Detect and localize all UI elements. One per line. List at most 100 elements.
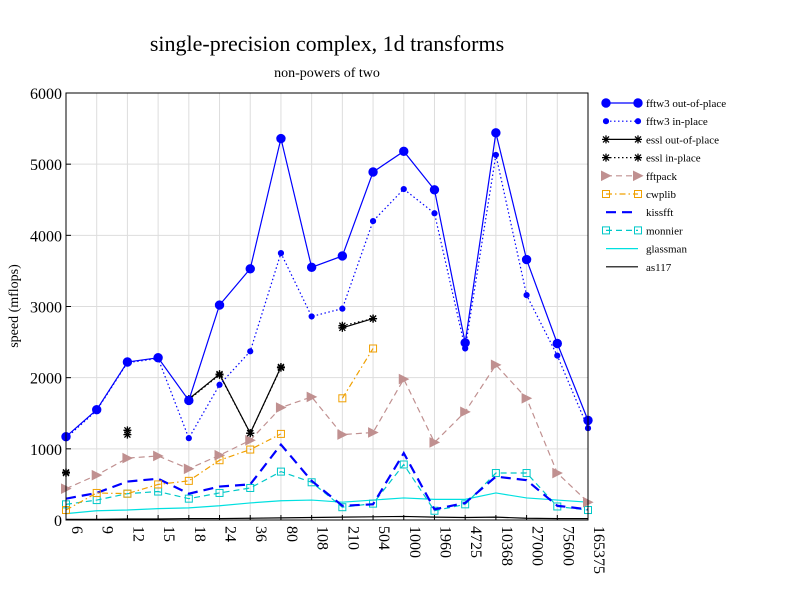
data-point — [460, 406, 471, 418]
series-line — [342, 318, 374, 329]
data-point — [123, 489, 132, 498]
data-point — [490, 359, 502, 371]
data-point — [491, 128, 501, 138]
chart-title: single-precision complex, 1d transforms — [150, 31, 504, 56]
data-point — [337, 429, 348, 440]
series-line — [65, 132, 589, 438]
legend-entry: fftw3 in-place — [602, 116, 708, 128]
series-line — [188, 366, 282, 435]
data-point — [154, 480, 163, 489]
data-point — [338, 323, 347, 332]
x-tick-label: 1960 — [436, 526, 453, 558]
x-tick-label: 80 — [283, 526, 300, 542]
data-point — [245, 434, 256, 446]
data-point — [215, 488, 224, 497]
data-point — [184, 476, 193, 485]
data-point — [306, 391, 318, 403]
data-point — [123, 430, 132, 439]
data-point — [633, 170, 644, 182]
data-point — [601, 170, 612, 182]
data-point — [306, 262, 317, 273]
legend-label: fftw3 out-of-place — [646, 98, 726, 110]
data-point — [601, 98, 611, 108]
data-point — [369, 344, 378, 353]
legend-entry: monnier — [602, 225, 683, 237]
grid — [65, 92, 589, 521]
data-point — [122, 452, 134, 464]
x-tick-label: 504 — [375, 526, 392, 550]
series-line — [65, 463, 589, 512]
x-tick-label: 75600 — [559, 526, 576, 566]
series-line — [65, 442, 589, 511]
x-tick-label: 165375 — [590, 526, 607, 574]
x-tick-label: 4725 — [467, 526, 484, 558]
series-cwplib — [62, 344, 378, 515]
data-point — [554, 352, 561, 359]
legend-entry: as117 — [606, 262, 672, 274]
legend-label: fftw3 in-place — [646, 116, 708, 128]
x-tick-label: 15 — [160, 526, 177, 542]
x-tick-label: 10368 — [498, 526, 515, 566]
data-point — [185, 435, 192, 442]
data-point — [602, 118, 610, 125]
legend-label: as117 — [646, 262, 672, 274]
x-tick-label: 1000 — [406, 526, 423, 558]
y-tick-label: 3000 — [30, 300, 62, 317]
data-point — [122, 357, 133, 367]
x-tick-label: 24 — [222, 526, 239, 542]
data-point — [276, 467, 285, 476]
y-tick-label: 4000 — [30, 228, 62, 245]
series-line — [65, 492, 589, 515]
data-point — [521, 254, 532, 265]
legend-entry: cwplib — [602, 189, 676, 201]
data-point — [633, 98, 643, 108]
data-point — [246, 429, 255, 438]
data-point — [308, 313, 315, 320]
axes: 0 1000 2000 3000 4000 5000 6000 6 9 12 15 18 24 36 80 1… — [30, 86, 607, 574]
data-point — [429, 185, 440, 195]
series-line — [65, 154, 589, 440]
data-point — [246, 445, 255, 454]
data-point — [91, 469, 103, 481]
x-tick-label: 9 — [99, 526, 116, 534]
legend-entry: kissfft — [606, 207, 673, 219]
data-point — [368, 167, 378, 177]
data-point — [275, 402, 287, 413]
data-point — [398, 373, 410, 385]
data-point — [552, 467, 563, 479]
data-point — [276, 133, 286, 144]
data-point — [368, 427, 379, 438]
data-point — [634, 135, 642, 144]
series-layer — [61, 128, 594, 520]
x-tick-label: 18 — [191, 526, 208, 542]
series-as117 — [66, 515, 588, 520]
data-point — [184, 395, 194, 406]
data-point — [184, 494, 193, 503]
data-point — [460, 338, 470, 348]
data-point — [399, 146, 409, 157]
legend-label: kissfft — [646, 207, 673, 219]
legend-entry: fftw3 out-of-place — [601, 98, 726, 110]
data-point — [461, 500, 470, 509]
data-point — [92, 488, 101, 497]
y-tick-label: 5000 — [30, 157, 62, 174]
legend-entry: essl in-place — [602, 153, 701, 165]
y-tick-label: 2000 — [30, 371, 62, 388]
x-tick-label: 6 — [68, 526, 85, 534]
data-point — [523, 292, 530, 299]
series-line — [342, 318, 374, 327]
data-point — [339, 305, 346, 312]
data-point — [245, 264, 255, 274]
x-tick-label: 36 — [252, 526, 269, 542]
data-point — [337, 251, 348, 261]
data-point — [214, 300, 225, 310]
data-point — [92, 404, 102, 415]
legend-label: essl in-place — [646, 153, 701, 165]
data-point — [214, 449, 226, 461]
legend-entry: glassman — [606, 244, 687, 256]
data-point — [247, 348, 254, 355]
chart-subtitle: non-powers of two — [274, 66, 380, 81]
data-point — [369, 314, 378, 323]
data-point — [276, 429, 285, 438]
